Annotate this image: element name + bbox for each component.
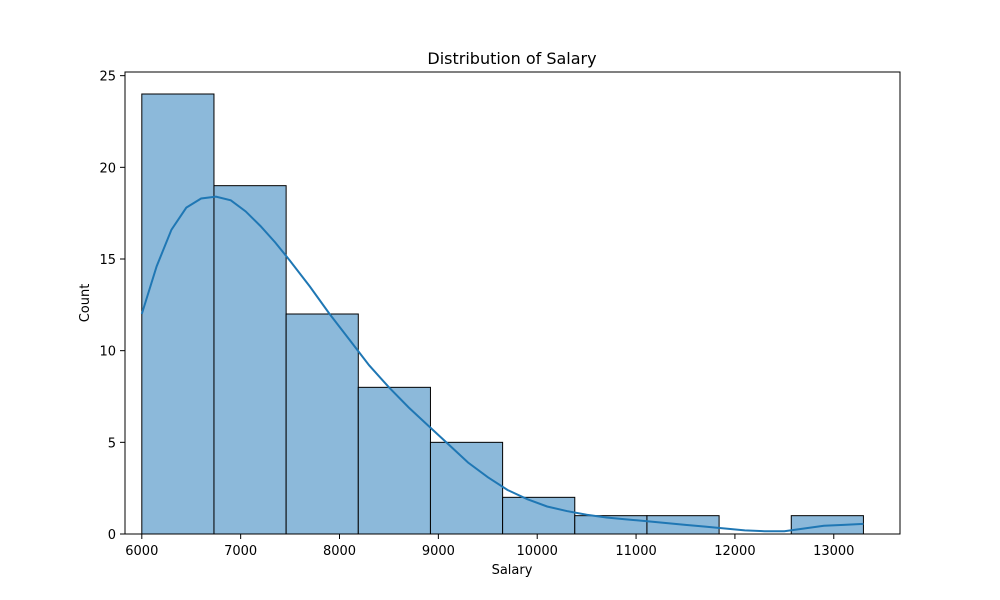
- histogram-bar-0: [141, 93, 215, 535]
- y-tick-label: 15: [99, 253, 116, 268]
- kde-line: [140, 195, 864, 533]
- y-axis-ticks: 0 5 10 15 20 25: [99, 70, 125, 543]
- histogram-bar-2: [285, 313, 359, 535]
- y-tick-label: 5: [108, 436, 116, 451]
- x-tick-label: 13000: [813, 544, 854, 559]
- x-tick-label: 12000: [714, 544, 755, 559]
- y-tick-label: 20: [99, 161, 116, 176]
- y-tick-label: 0: [108, 528, 116, 543]
- x-tick-label: 6000: [125, 544, 158, 559]
- x-tick-label: 9000: [422, 544, 455, 559]
- x-axis-ticks: 6000 7000 8000 9000 10000 11000 12000 13000: [125, 534, 854, 559]
- histogram-bar-1: [213, 185, 287, 535]
- histogram-bar-4: [429, 441, 504, 535]
- x-tick-label: 11000: [615, 544, 656, 559]
- plot-frame: [124, 71, 901, 535]
- x-axis-label: Salary: [492, 563, 533, 578]
- chart-title: Distribution of Salary: [427, 49, 596, 68]
- histogram-bar-3: [357, 386, 431, 535]
- y-tick-label: 10: [99, 345, 116, 360]
- y-axis-label: Count: [78, 284, 93, 323]
- y-tick-label: 25: [99, 70, 116, 85]
- x-tick-label: 7000: [224, 544, 257, 559]
- x-tick-label: 8000: [323, 544, 356, 559]
- histogram-bars: [141, 93, 864, 535]
- x-tick-label: 10000: [517, 544, 558, 559]
